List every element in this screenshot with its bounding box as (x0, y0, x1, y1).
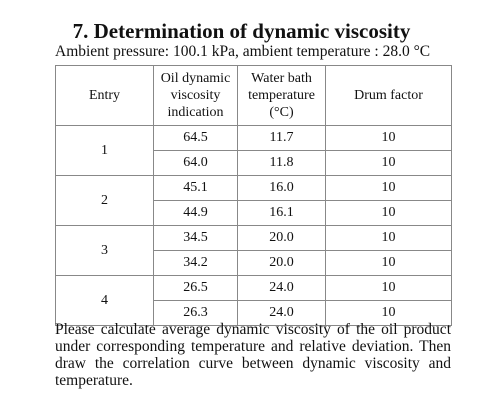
table-header-row: Entry Oil dynamic viscosity indication W… (55, 65, 452, 126)
oil-viscosity-cell: 45.1 (153, 175, 238, 201)
drum-factor-cell: 10 (325, 150, 452, 176)
drum-factor-cell: 10 (325, 250, 452, 276)
table-row: 34.2 20.0 10 (56, 250, 452, 276)
entry-cell: 3 (55, 225, 154, 276)
drum-factor-cell: 10 (325, 200, 452, 226)
water-temperature-cell: 20.0 (237, 225, 326, 251)
header-oil-line: viscosity (170, 88, 221, 103)
header-entry-line: Entry (88, 88, 121, 103)
table-row: 2 45.1 16.0 10 (55, 175, 452, 226)
table-row: 26.3 24.0 10 (56, 300, 452, 326)
question-text: Please calculate average dynamic viscosi… (55, 321, 451, 389)
header-water-line: Water bath (251, 71, 312, 86)
header-drum-line: Drum factor (354, 88, 423, 103)
oil-viscosity-cell: 34.2 (153, 250, 238, 276)
drum-factor-cell: 10 (325, 175, 452, 201)
ambient-conditions: Ambient pressure: 100.1 kPa, ambient tem… (55, 43, 431, 60)
drum-factor-cell: 10 (325, 225, 452, 251)
header-drum-factor: Drum factor (325, 65, 452, 126)
oil-viscosity-cell: 64.0 (153, 150, 238, 176)
entry-cell: 4 (55, 275, 154, 326)
table-row: 3 34.5 20.0 10 (55, 225, 452, 276)
water-temperature-cell: 24.0 (237, 300, 326, 326)
entry-cell: 2 (55, 175, 154, 226)
header-water-temperature: Water bath temperature (°C) (237, 65, 326, 126)
oil-viscosity-cell: 26.3 (153, 300, 238, 326)
water-temperature-cell: 20.0 (237, 250, 326, 276)
water-temperature-cell: 16.1 (237, 200, 326, 226)
water-temperature-cell: 24.0 (237, 275, 326, 301)
header-entry: Entry (55, 65, 154, 126)
drum-factor-cell: 10 (325, 300, 452, 326)
viscosity-table: Entry Oil dynamic viscosity indication W… (55, 65, 452, 326)
header-oil-line: Oil dynamic (160, 71, 231, 86)
water-temperature-cell: 11.8 (237, 150, 326, 176)
section-title: 7. Determination of dynamic viscosity (72, 19, 411, 43)
header-water-line: temperature (248, 88, 315, 103)
header-oil-line: indication (167, 105, 224, 120)
header-oil-viscosity: Oil dynamic viscosity indication (153, 65, 238, 126)
oil-viscosity-cell: 44.9 (153, 200, 238, 226)
table-row: 44.9 16.1 10 (56, 200, 452, 226)
table-row: 1 64.5 11.7 10 (55, 125, 452, 176)
drum-factor-cell: 10 (325, 125, 452, 151)
water-temperature-cell: 11.7 (237, 125, 326, 151)
oil-viscosity-cell: 64.5 (153, 125, 238, 151)
oil-viscosity-cell: 26.5 (153, 275, 238, 301)
drum-factor-cell: 10 (325, 275, 452, 301)
oil-viscosity-cell: 34.5 (153, 225, 238, 251)
header-water-line: (°C) (269, 105, 294, 120)
table-row: 4 26.5 24.0 10 (55, 275, 452, 326)
water-temperature-cell: 16.0 (237, 175, 326, 201)
entry-cell: 1 (55, 125, 154, 176)
